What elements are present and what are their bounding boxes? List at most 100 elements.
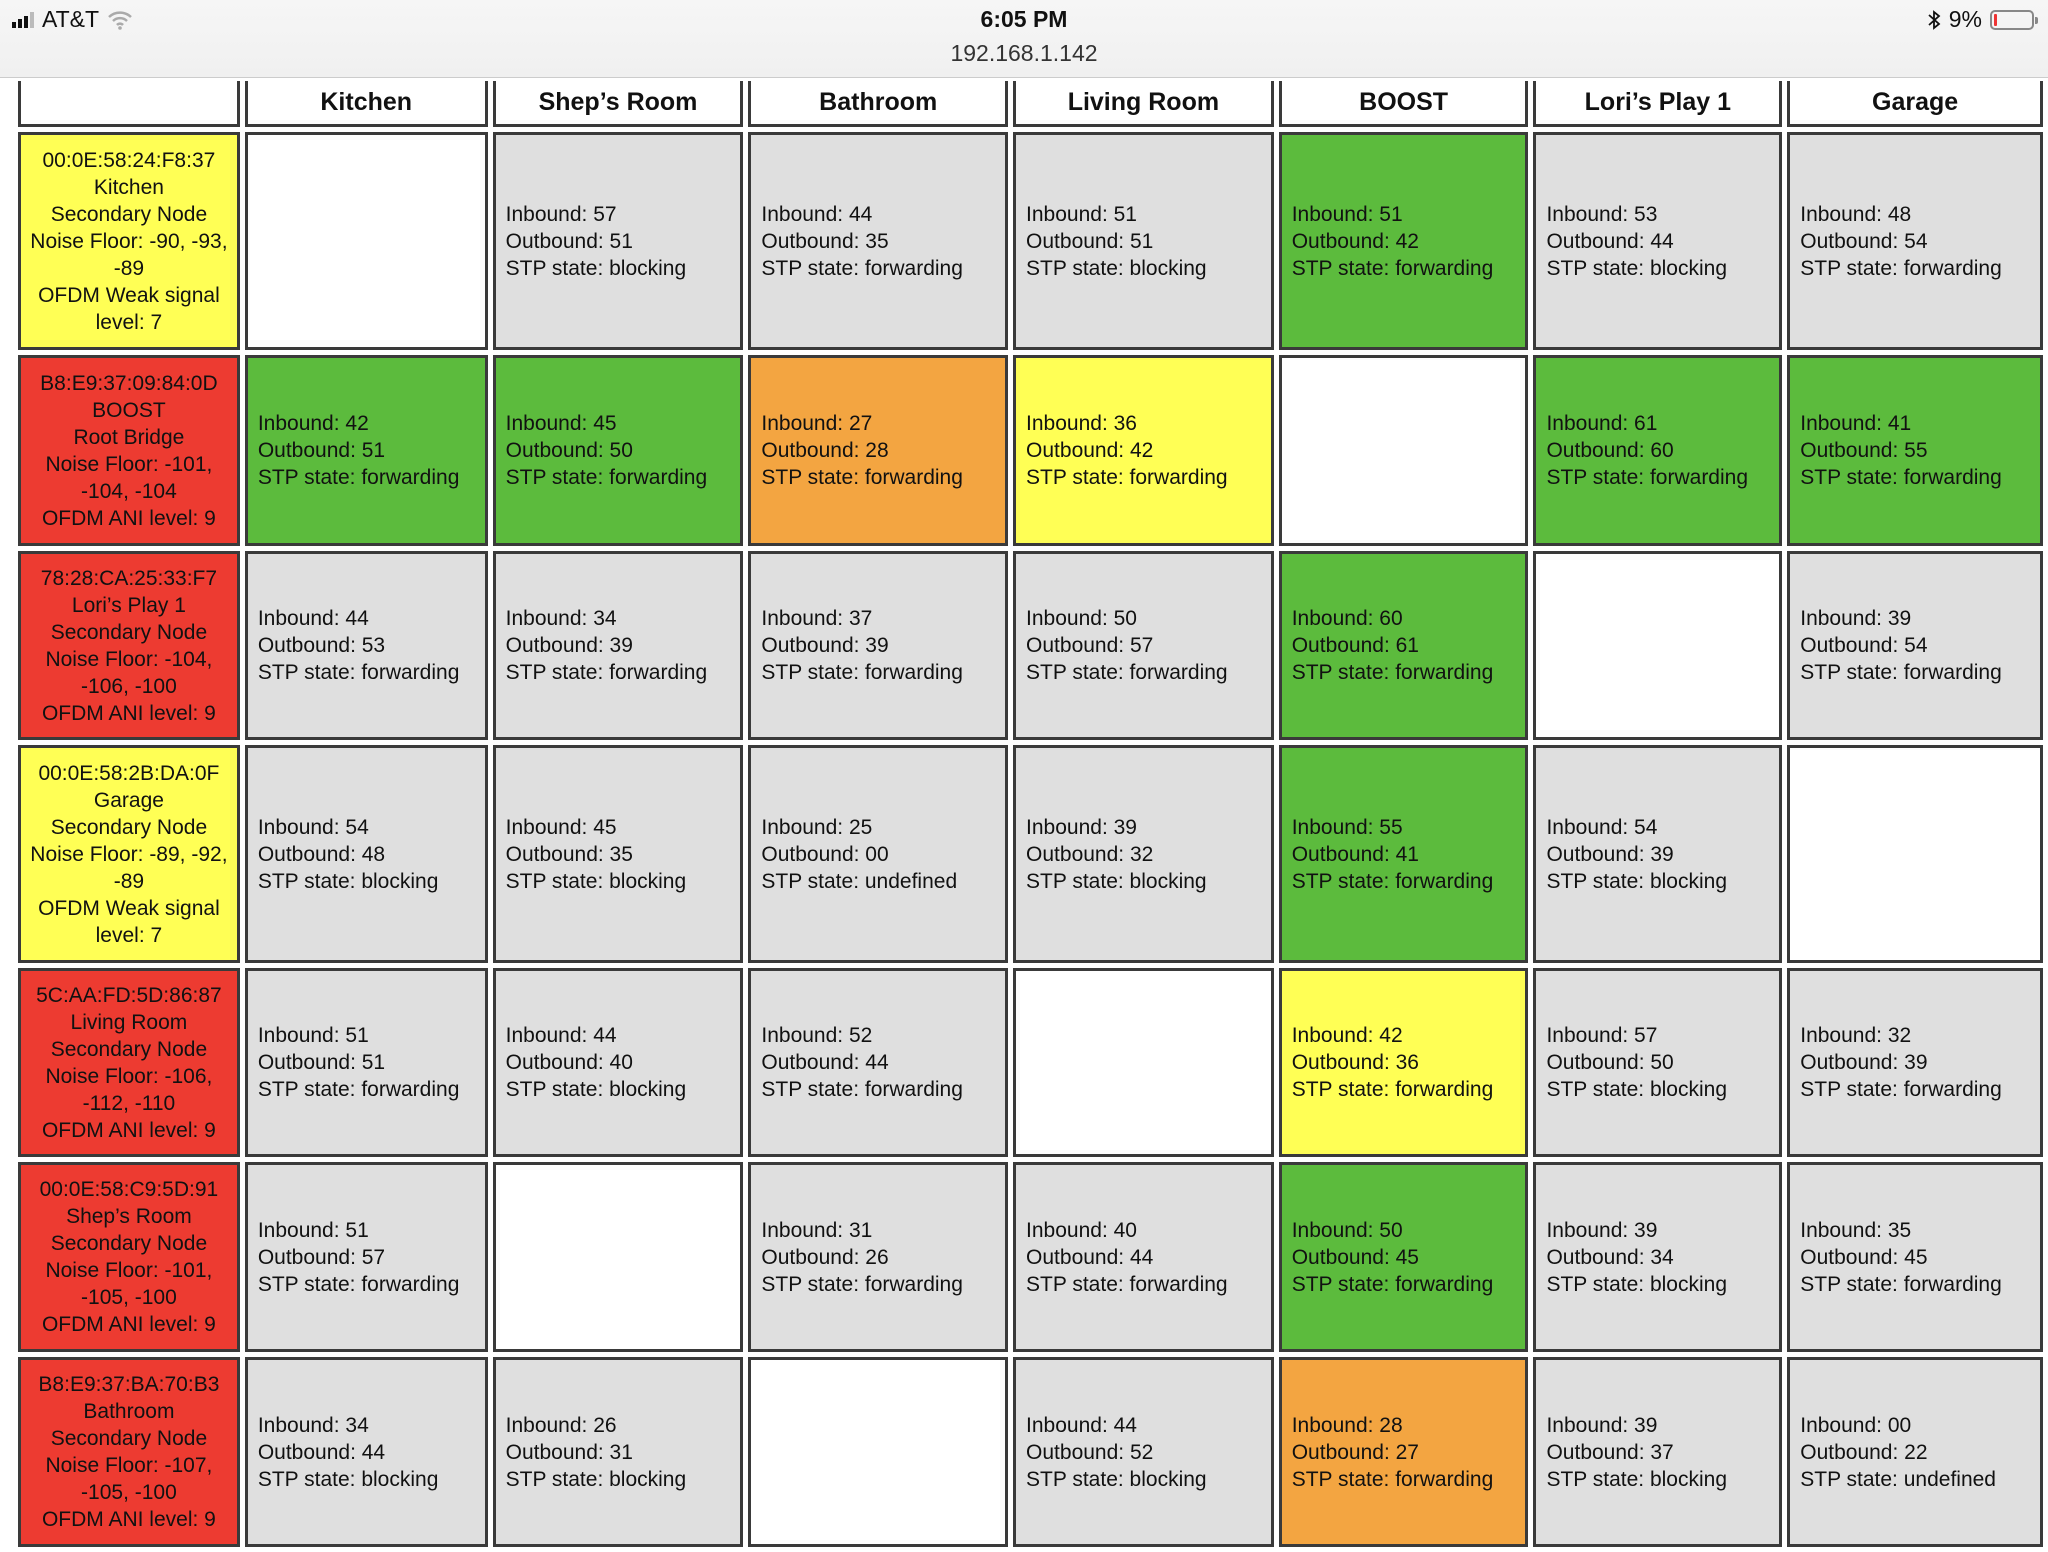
inbound-value: Inbound: 54 [257, 815, 369, 839]
stp-value: STP state: blocking [505, 256, 687, 280]
outbound-value: Outbound: 39 [1546, 842, 1674, 866]
stp-value: STP state: forwarding [1800, 466, 2002, 489]
stp-value: STP state: forwarding [1291, 661, 1494, 684]
link-cell: Inbound: 00 Outbound: 22 STP state: undefi… [1787, 1357, 2043, 1547]
node-info-line: Noise Floor: -89, -92, -89 [30, 842, 228, 893]
bluetooth-icon [1928, 9, 1941, 30]
link-cell: Inbound: 51 Outbound: 42 STP state: forwar… [1278, 132, 1529, 350]
node-info-line: Secondary Node [50, 1427, 208, 1450]
stp-value: STP state: blocking [1026, 1467, 1207, 1491]
node-info-line: Noise Floor: -104, -106, -100 [45, 647, 213, 698]
node-info-line: B8:E9:37:BA:70:B3 [38, 1373, 220, 1396]
inbound-value: Inbound: 34 [505, 607, 617, 630]
link-cell: Inbound: 41 Outbound: 55 STP state: forwar… [1787, 355, 2043, 546]
outbound-value: Outbound: 39 [761, 634, 889, 657]
stp-value: STP state: forwarding [1800, 256, 2002, 280]
outbound-value: Outbound: 45 [1800, 1245, 1928, 1269]
stp-value: STP state: forwarding [1291, 256, 1494, 280]
node-info-line: B8:E9:37:09:84:0D [40, 371, 218, 395]
stp-value: STP state: forwarding [761, 1272, 963, 1296]
inbound-value: Inbound: 39 [1546, 1413, 1658, 1437]
inbound-value: Inbound: 32 [1800, 1024, 1912, 1047]
stp-value: STP state: forwarding [1026, 661, 1228, 684]
link-cell: Inbound: 44 Outbound: 40 STP state: blocki… [492, 968, 744, 1157]
outbound-value: Outbound: 50 [1546, 1051, 1674, 1074]
link-cell: Inbound: 31 Outbound: 26 STP state: forwar… [748, 1162, 1009, 1352]
stp-value: STP state: undefined [761, 869, 958, 893]
outbound-value: Outbound: 51 [505, 229, 633, 253]
url-bar[interactable]: 192.168.1.142 [950, 40, 1098, 66]
inbound-value: Inbound: 26 [505, 1413, 617, 1437]
node-header: 00:0E:58:C9:5D:91 Shep’s Room Secondary No… [18, 1162, 240, 1352]
column-header: Lori’s Play 1 [1533, 81, 1783, 127]
outbound-value: Outbound: 44 [1026, 1245, 1154, 1269]
empty-cell [1787, 745, 2043, 963]
node-header: 00:0E:58:24:F8:37 Kitchen Secondary Node No… [18, 132, 240, 350]
stp-value: STP state: undefined [1800, 1467, 1996, 1491]
inbound-value: Inbound: 51 [1291, 202, 1403, 226]
table-row: B8:E9:37:BA:70:B3 Bathroom Secondary Node N… [18, 1357, 2043, 1547]
outbound-value: Outbound: 44 [257, 1440, 386, 1464]
link-cell: Inbound: 48 Outbound: 54 STP state: forwar… [1787, 132, 2043, 350]
outbound-value: Outbound: 35 [761, 229, 889, 253]
node-info-line: Bathroom [83, 1400, 175, 1423]
inbound-value: Inbound: 39 [1800, 607, 1912, 630]
outbound-value: Outbound: 34 [1546, 1245, 1674, 1269]
outbound-value: Outbound: 54 [1800, 229, 1928, 253]
stp-value: STP state: blocking [1026, 256, 1207, 280]
stp-value: STP state: blocking [505, 869, 687, 893]
link-cell: Inbound: 61 Outbound: 60 STP state: forwar… [1533, 355, 1783, 546]
outbound-value: Outbound: 57 [257, 1245, 386, 1269]
link-cell: Inbound: 39 Outbound: 37 STP state: blocki… [1533, 1357, 1783, 1547]
node-info-line: Secondary Node [50, 620, 208, 644]
inbound-value: Inbound: 28 [1291, 1413, 1403, 1437]
node-info-line: Noise Floor: -101, -104, -104 [45, 452, 213, 503]
outbound-value: Outbound: 27 [1291, 1440, 1419, 1464]
node-info-line: OFDM ANI level: 9 [41, 1313, 216, 1336]
status-bar: AT&T 6:05 PM 192.168.1.142 9% [0, 0, 2048, 78]
link-cell: Inbound: 34 Outbound: 44 STP state: blocki… [244, 1357, 488, 1547]
outbound-value: Outbound: 39 [505, 634, 633, 657]
outbound-value: Outbound: 52 [1026, 1440, 1154, 1464]
inbound-value: Inbound: 42 [1291, 1024, 1403, 1047]
inbound-value: Inbound: 39 [1026, 815, 1137, 839]
inbound-value: Inbound: 50 [1026, 607, 1137, 630]
inbound-value: Inbound: 40 [1026, 1218, 1137, 1242]
battery-percent: 9% [1948, 6, 1982, 32]
stp-value: STP state: forwarding [1026, 466, 1228, 489]
outbound-value: Outbound: 32 [1026, 842, 1154, 866]
inbound-value: Inbound: 60 [1291, 607, 1403, 630]
stp-value: STP state: forwarding [1800, 1272, 2002, 1296]
outbound-value: Outbound: 48 [257, 842, 386, 866]
node-info-line: Living Room [70, 1010, 188, 1034]
node-header: 78:28:CA:25:33:F7 Lori’s Play 1 Secondary … [18, 551, 240, 740]
link-cell: Inbound: 32 Outbound: 39 STP state: forwar… [1787, 968, 2043, 1157]
link-cell: Inbound: 44 Outbound: 35 STP state: forwar… [748, 132, 1009, 350]
inbound-value: Inbound: 51 [257, 1024, 369, 1047]
outbound-value: Outbound: 61 [1291, 634, 1419, 657]
link-cell: Inbound: 50 Outbound: 45 STP state: forwar… [1278, 1162, 1529, 1352]
table-row: 00:0E:58:2B:DA:0F Garage Secondary Node Noi… [18, 745, 2043, 963]
link-cell: Inbound: 27 Outbound: 28 STP state: forwar… [748, 355, 1009, 546]
link-cell: Inbound: 53 Outbound: 44 STP state: blocki… [1533, 132, 1783, 350]
table-row: B8:E9:37:09:84:0D BOOST Root Bridge Noise F… [18, 355, 2043, 546]
stp-value: STP state: blocking [1026, 869, 1207, 893]
stp-value: STP state: forwarding [257, 466, 460, 489]
stp-value: STP state: blocking [505, 1078, 687, 1101]
inbound-value: Inbound: 25 [761, 815, 873, 839]
stp-value: STP state: forwarding [1546, 466, 1749, 489]
inbound-value: Inbound: 61 [1546, 412, 1658, 435]
outbound-value: Outbound: 44 [761, 1051, 889, 1074]
node-info-line: BOOST [92, 398, 166, 422]
link-cell: Inbound: 60 Outbound: 61 STP state: forwar… [1278, 551, 1529, 740]
outbound-value: Outbound: 00 [761, 842, 889, 866]
link-cell: Inbound: 51 Outbound: 57 STP state: forwar… [244, 1162, 488, 1352]
inbound-value: Inbound: 36 [1026, 412, 1137, 435]
outbound-value: Outbound: 50 [505, 439, 633, 462]
stp-value: STP state: blocking [1546, 1272, 1728, 1296]
outbound-value: Outbound: 54 [1800, 634, 1928, 657]
stp-value: STP state: forwarding [505, 661, 708, 684]
outbound-value: Outbound: 31 [505, 1440, 633, 1464]
link-cell: Inbound: 39 Outbound: 34 STP state: blocki… [1533, 1162, 1783, 1352]
stp-value: STP state: forwarding [257, 1272, 460, 1296]
